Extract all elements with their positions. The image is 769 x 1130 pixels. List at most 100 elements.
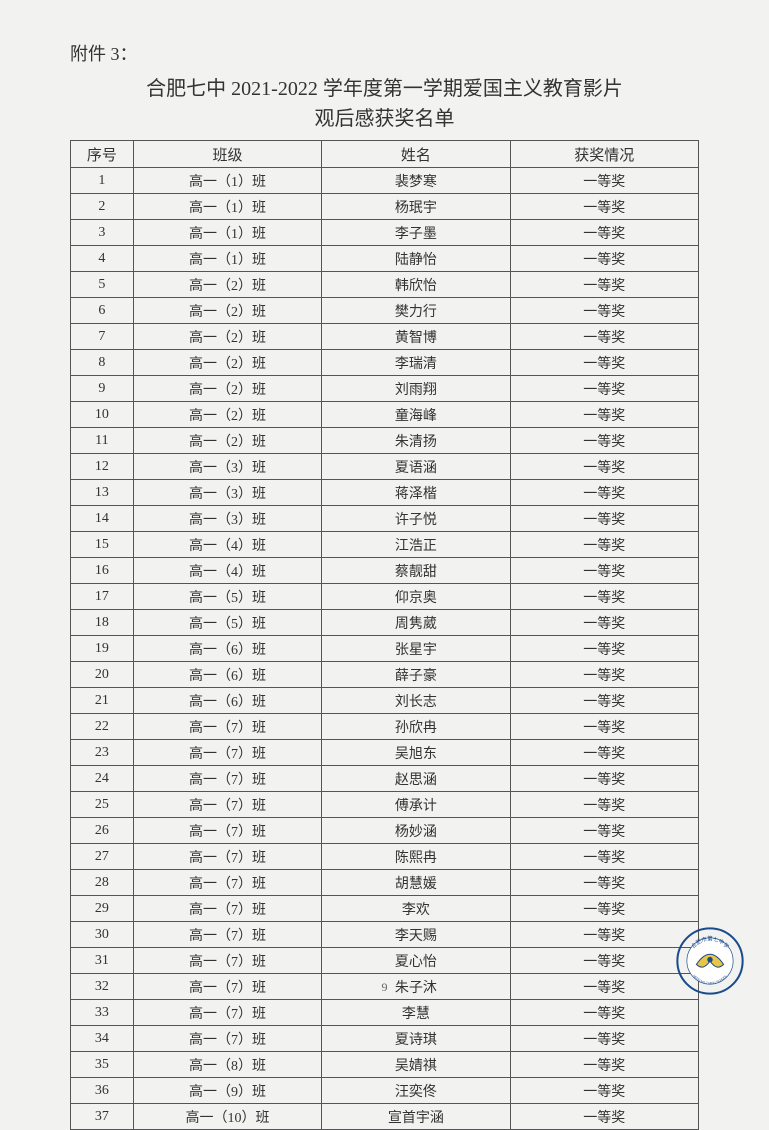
table-cell: 高一（7）班 <box>133 714 321 740</box>
table-cell: 21 <box>71 688 134 714</box>
table-cell: 12 <box>71 454 134 480</box>
table-cell: 高一（8）班 <box>133 1052 321 1078</box>
table-cell: 一等奖 <box>510 506 698 532</box>
table-row: 4高一（1）班陆静怡一等奖 <box>71 246 699 272</box>
table-row: 21高一（6）班刘长志一等奖 <box>71 688 699 714</box>
table-cell: 一等奖 <box>510 584 698 610</box>
table-cell: 7 <box>71 324 134 350</box>
table-row: 2高一（1）班杨珉宇一等奖 <box>71 194 699 220</box>
table-cell: 一等奖 <box>510 402 698 428</box>
table-cell: 36 <box>71 1078 134 1104</box>
table-cell: 9 <box>71 376 134 402</box>
table-row: 10高一（2）班童海峰一等奖 <box>71 402 699 428</box>
table-row: 33高一（7）班李慧一等奖 <box>71 1000 699 1026</box>
table-cell: 33 <box>71 1000 134 1026</box>
col-header-award: 获奖情况 <box>510 141 698 168</box>
title-line-1: 合肥七中 2021-2022 学年度第一学期爱国主义教育影片 <box>70 74 699 104</box>
table-row: 1高一（1）班裴梦寒一等奖 <box>71 168 699 194</box>
table-cell: 10 <box>71 402 134 428</box>
table-cell: 高一（7）班 <box>133 818 321 844</box>
table-row: 12高一（3）班夏语涵一等奖 <box>71 454 699 480</box>
table-cell: 张星宇 <box>322 636 510 662</box>
table-row: 31高一（7）班夏心怡一等奖 <box>71 948 699 974</box>
table-cell: 一等奖 <box>510 246 698 272</box>
table-cell: 一等奖 <box>510 324 698 350</box>
table-cell: 一等奖 <box>510 1078 698 1104</box>
table-cell: 高一（6）班 <box>133 636 321 662</box>
table-cell: 一等奖 <box>510 844 698 870</box>
table-cell: 蒋泽楷 <box>322 480 510 506</box>
table-cell: 吴旭东 <box>322 740 510 766</box>
table-cell: 高一（7）班 <box>133 1000 321 1026</box>
table-row: 5高一（2）班韩欣怡一等奖 <box>71 272 699 298</box>
table-cell: 一等奖 <box>510 376 698 402</box>
table-cell: 高一（3）班 <box>133 454 321 480</box>
table-cell: 一等奖 <box>510 714 698 740</box>
table-cell: 蔡靓甜 <box>322 558 510 584</box>
table-cell: 14 <box>71 506 134 532</box>
table-cell: 孙欣冉 <box>322 714 510 740</box>
table-cell: 高一（2）班 <box>133 402 321 428</box>
table-cell: 高一（4）班 <box>133 532 321 558</box>
table-cell: 杨珉宇 <box>322 194 510 220</box>
table-cell: 高一（7）班 <box>133 766 321 792</box>
table-cell: 夏心怡 <box>322 948 510 974</box>
table-row: 15高一（4）班江浩正一等奖 <box>71 532 699 558</box>
table-cell: 高一（1）班 <box>133 220 321 246</box>
table-row: 28高一（7）班胡慧媛一等奖 <box>71 870 699 896</box>
table-cell: 一等奖 <box>510 662 698 688</box>
table-header-row: 序号 班级 姓名 获奖情况 <box>71 141 699 168</box>
table-cell: 一等奖 <box>510 870 698 896</box>
table-cell: 一等奖 <box>510 688 698 714</box>
table-cell: 13 <box>71 480 134 506</box>
table-cell: 高一（5）班 <box>133 610 321 636</box>
table-cell: 高一（7）班 <box>133 792 321 818</box>
table-cell: 37 <box>71 1104 134 1130</box>
table-row: 36高一（9）班汪奕佟一等奖 <box>71 1078 699 1104</box>
school-logo: 合肥市第七中学 HEFEI NO.7 HIGH SCHOOL <box>676 927 744 995</box>
table-row: 9高一（2）班刘雨翔一等奖 <box>71 376 699 402</box>
table-cell: 2 <box>71 194 134 220</box>
table-row: 3高一（1）班李子墨一等奖 <box>71 220 699 246</box>
table-cell: 一等奖 <box>510 818 698 844</box>
table-cell: 27 <box>71 844 134 870</box>
table-cell: 一等奖 <box>510 766 698 792</box>
table-row: 22高一（7）班孙欣冉一等奖 <box>71 714 699 740</box>
table-cell: 26 <box>71 818 134 844</box>
table-cell: 一等奖 <box>510 948 698 974</box>
table-cell: 一等奖 <box>510 454 698 480</box>
table-cell: 高一（7）班 <box>133 922 321 948</box>
table-row: 34高一（7）班夏诗琪一等奖 <box>71 1026 699 1052</box>
table-cell: 11 <box>71 428 134 454</box>
table-cell: 童海峰 <box>322 402 510 428</box>
table-cell: 高一（5）班 <box>133 584 321 610</box>
table-cell: 赵思涵 <box>322 766 510 792</box>
table-cell: 6 <box>71 298 134 324</box>
title-line-2: 观后感获奖名单 <box>70 104 699 134</box>
table-cell: 韩欣怡 <box>322 272 510 298</box>
table-cell: 周隽葳 <box>322 610 510 636</box>
table-cell: 李慧 <box>322 1000 510 1026</box>
table-row: 35高一（8）班吴婧祺一等奖 <box>71 1052 699 1078</box>
table-cell: 34 <box>71 1026 134 1052</box>
table-cell: 高一（2）班 <box>133 272 321 298</box>
table-cell: 22 <box>71 714 134 740</box>
table-cell: 高一（10）班 <box>133 1104 321 1130</box>
table-cell: 吴婧祺 <box>322 1052 510 1078</box>
table-row: 19高一（6）班张星宇一等奖 <box>71 636 699 662</box>
table-row: 29高一（7）班李欢一等奖 <box>71 896 699 922</box>
table-cell: 20 <box>71 662 134 688</box>
table-cell: 高一（7）班 <box>133 1026 321 1052</box>
attachment-label: 附件 3： <box>70 40 699 66</box>
table-cell: 高一（2）班 <box>133 350 321 376</box>
table-cell: 杨妙涵 <box>322 818 510 844</box>
table-row: 16高一（4）班蔡靓甜一等奖 <box>71 558 699 584</box>
table-cell: 高一（3）班 <box>133 480 321 506</box>
table-cell: 李子墨 <box>322 220 510 246</box>
table-cell: 30 <box>71 922 134 948</box>
table-cell: 一等奖 <box>510 1026 698 1052</box>
table-cell: 裴梦寒 <box>322 168 510 194</box>
table-cell: 4 <box>71 246 134 272</box>
table-cell: 李欢 <box>322 896 510 922</box>
document-title: 合肥七中 2021-2022 学年度第一学期爱国主义教育影片 观后感获奖名单 <box>70 74 699 134</box>
